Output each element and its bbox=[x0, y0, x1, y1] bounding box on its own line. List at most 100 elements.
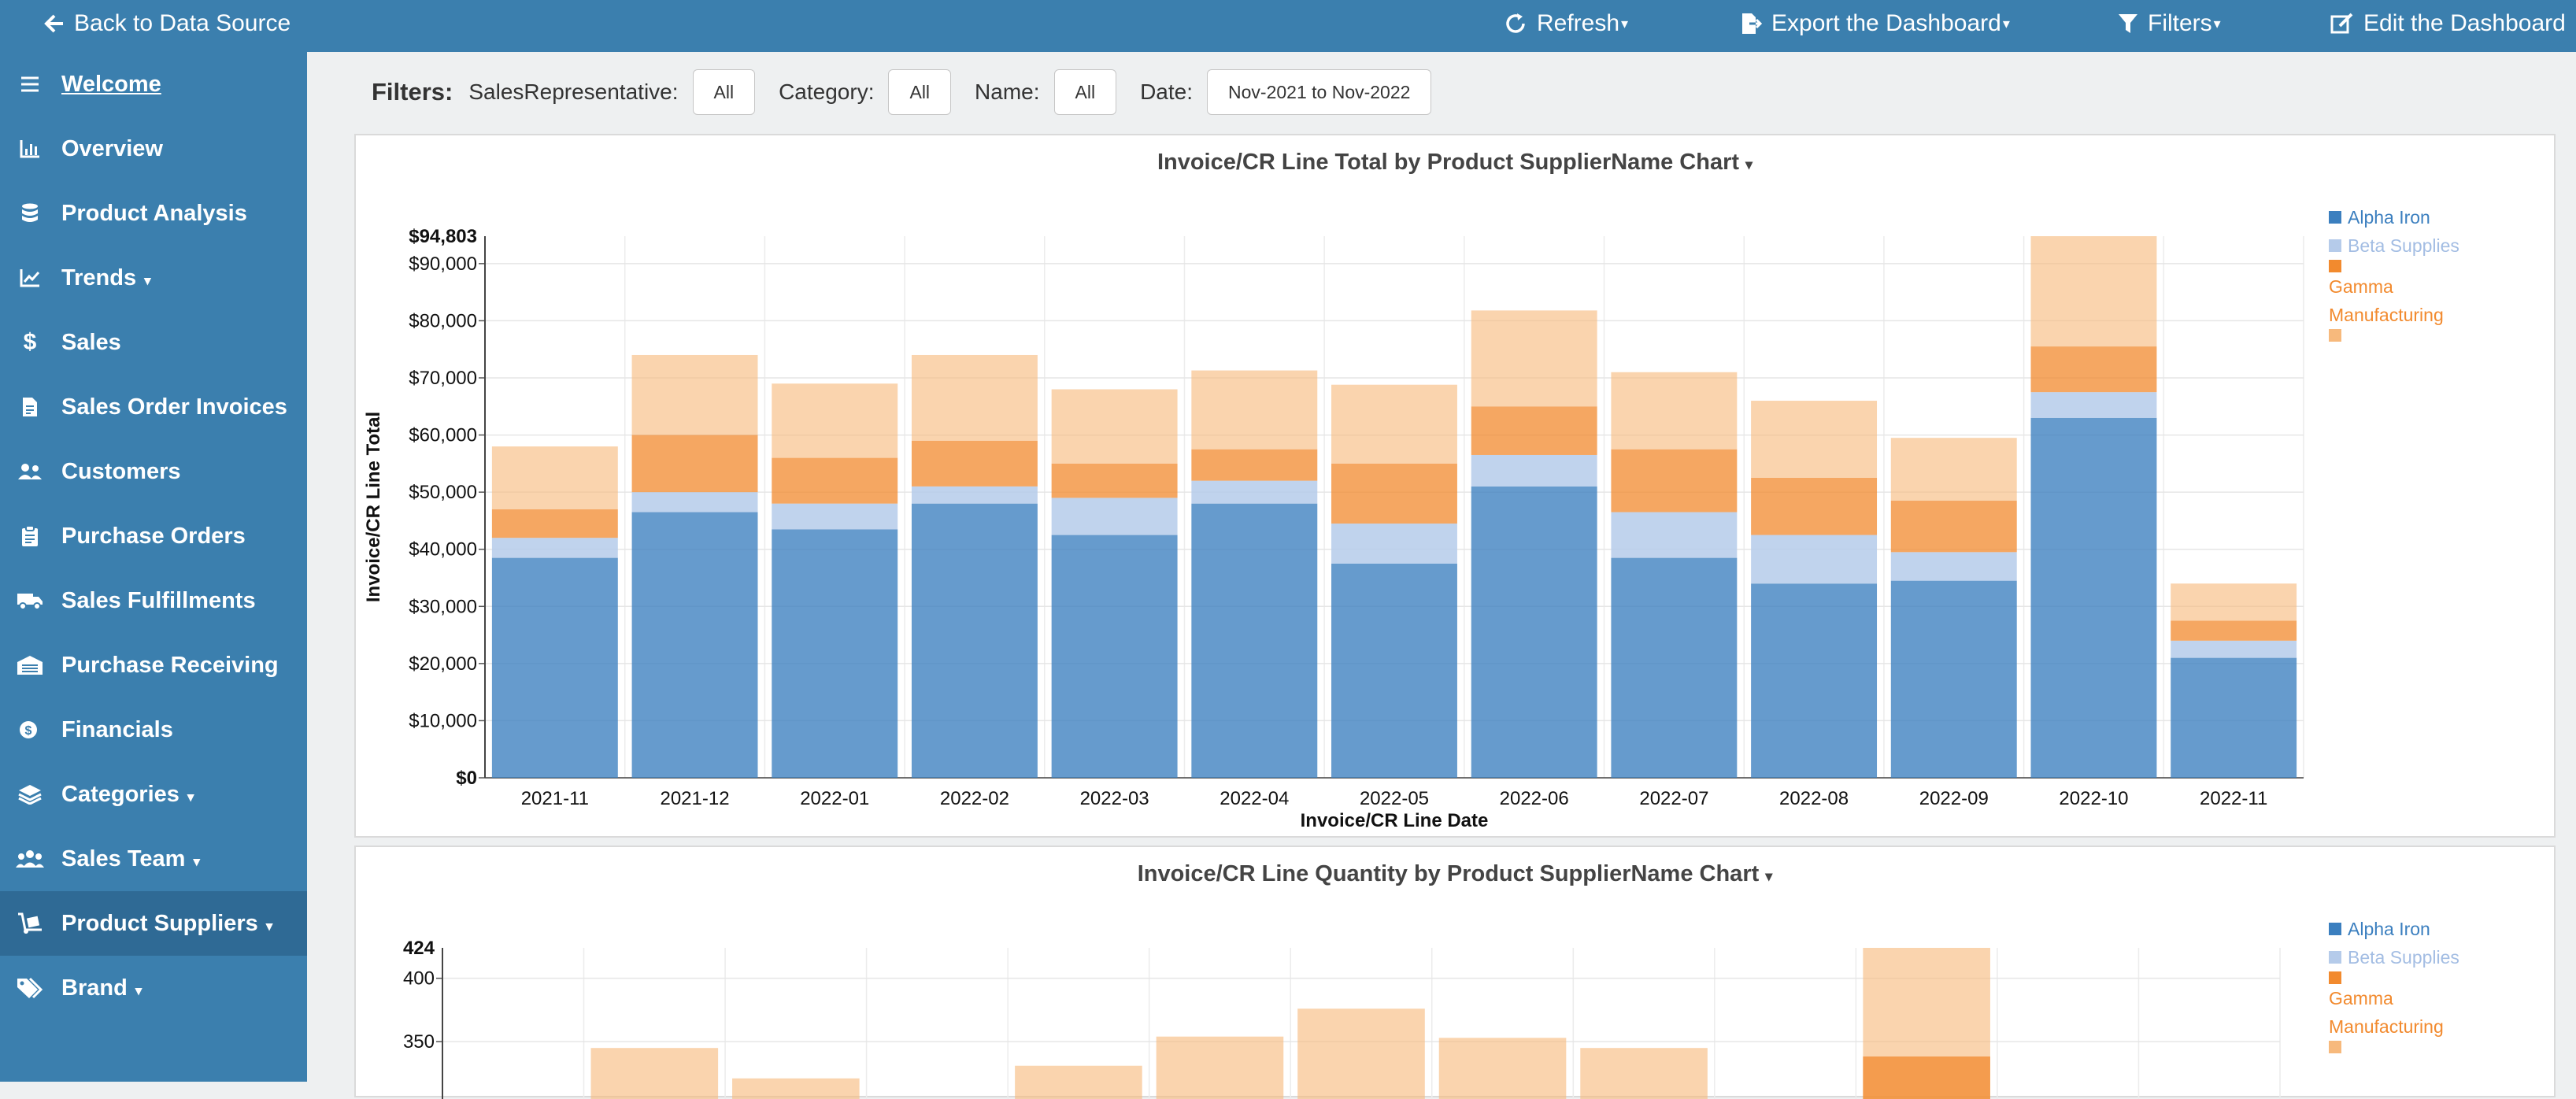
bar-segment bbox=[772, 383, 898, 458]
bar-segment bbox=[1015, 1065, 1142, 1099]
sidebar-item-overview[interactable]: Overview bbox=[0, 117, 307, 181]
users-gear-icon bbox=[14, 849, 46, 868]
sidebar-item-brand[interactable]: Brand ▾ bbox=[0, 956, 307, 1020]
legend-label: Alpha Iron bbox=[2348, 919, 2430, 939]
legend-item-unlabeled[interactable] bbox=[2329, 329, 2518, 342]
y-tick-label: 400 bbox=[403, 968, 435, 990]
bar-segment bbox=[1751, 583, 1878, 778]
money-icon: $ bbox=[14, 720, 46, 740]
filters-menu-button[interactable]: Filters ▾ bbox=[2118, 0, 2221, 47]
bar-segment bbox=[1751, 401, 1878, 478]
sidebar-item-customers[interactable]: Customers bbox=[0, 439, 307, 504]
bar-chart-icon bbox=[14, 139, 46, 158]
sidebar-item-product-suppliers[interactable]: Product Suppliers ▾ bbox=[0, 891, 307, 956]
date-filter-label: Date: bbox=[1140, 80, 1194, 104]
category-filter-label: Category: bbox=[779, 80, 875, 104]
legend-item-unlabeled[interactable] bbox=[2329, 1041, 2518, 1053]
name-filter-label: Name: bbox=[975, 80, 1040, 104]
bar-segment bbox=[1611, 449, 1738, 512]
sidebar-item-label: Sales Order Invoices bbox=[61, 394, 287, 420]
export-dashboard-button[interactable]: Export the Dashboard ▾ bbox=[1740, 0, 2010, 47]
bar-segment bbox=[911, 503, 1038, 778]
sidebar-item-sales-fulfillments[interactable]: Sales Fulfillments bbox=[0, 568, 307, 633]
bar-segment bbox=[491, 509, 618, 538]
legend-swatch bbox=[2329, 1041, 2341, 1053]
legend-item-gamma-manufacturing[interactable]: Gamma Manufacturing bbox=[2329, 260, 2486, 329]
legend-swatch bbox=[2329, 951, 2341, 964]
sidebar-item-trends[interactable]: Trends ▾ bbox=[0, 246, 307, 310]
y-tick-label: $20,000 bbox=[409, 653, 477, 675]
legend-swatch bbox=[2329, 211, 2341, 224]
caret-down-icon: ▾ bbox=[2002, 15, 2010, 31]
bar-segment bbox=[1438, 1038, 1567, 1099]
y-tick-label: $60,000 bbox=[409, 425, 477, 446]
chart-legend: Alpha Iron Beta Supplies Gamma Manufactu… bbox=[2329, 203, 2518, 342]
caret-down-icon: ▾ bbox=[265, 918, 273, 934]
back-to-data-source-link[interactable]: Back to Data Source bbox=[44, 0, 291, 47]
x-tick-label: 2022-02 bbox=[940, 788, 1009, 809]
chart-title-dropdown[interactable]: Invoice/CR Line Total by Product Supplie… bbox=[356, 150, 2554, 176]
legend-label: Beta Supplies bbox=[2348, 947, 2459, 968]
export-label: Export the Dashboard bbox=[1771, 10, 2001, 36]
sidebar-item-label: Product Analysis bbox=[61, 200, 247, 226]
bar-segment bbox=[631, 512, 758, 778]
bar-segment bbox=[1191, 503, 1318, 778]
bar-segment bbox=[772, 529, 898, 778]
bar-segment bbox=[1471, 454, 1597, 487]
legend-swatch bbox=[2329, 260, 2341, 272]
y-tick-label: $70,000 bbox=[409, 368, 477, 389]
caret-down-icon: ▾ bbox=[1765, 868, 1773, 884]
x-tick-label: 2022-07 bbox=[1639, 788, 1708, 809]
bar-segment bbox=[1051, 463, 1178, 498]
line-quantity-chart-panel: Invoice/CR Line Quantity by Product Supp… bbox=[354, 846, 2556, 1099]
sidebar-item-sales-team[interactable]: Sales Team ▾ bbox=[0, 827, 307, 891]
bar-segment bbox=[2171, 640, 2297, 658]
bar-segment bbox=[1331, 384, 1457, 464]
x-tick-label: 2022-01 bbox=[800, 788, 869, 809]
truck-icon bbox=[14, 591, 46, 610]
sidebar-item-product-analysis[interactable]: Product Analysis bbox=[0, 181, 307, 246]
caret-down-icon: ▾ bbox=[144, 272, 151, 288]
bar-segment bbox=[2030, 417, 2157, 778]
legend-swatch bbox=[2329, 239, 2341, 252]
menu-icon bbox=[14, 76, 46, 93]
line-total-chart-panel: Invoice/CR Line Total by Product Supplie… bbox=[354, 134, 2556, 838]
sidebar-item-sales-order-invoices[interactable]: Sales Order Invoices bbox=[0, 375, 307, 439]
date-filter-button[interactable]: Nov-2021 to Nov-2022 bbox=[1207, 69, 1432, 115]
chart-title: Invoice/CR Line Quantity by Product Supp… bbox=[1137, 861, 1760, 886]
refresh-button[interactable]: Refresh ▾ bbox=[1504, 0, 1628, 47]
sidebar-item-welcome[interactable]: Welcome bbox=[0, 52, 307, 117]
bar-segment bbox=[1471, 486, 1597, 778]
legend-item-alpha-iron[interactable]: Alpha Iron bbox=[2329, 915, 2518, 943]
caret-down-icon: ▾ bbox=[193, 853, 200, 869]
category-filter-button[interactable]: All bbox=[888, 69, 952, 115]
sidebar-item-purchase-orders[interactable]: Purchase Orders bbox=[0, 504, 307, 568]
bar-segment bbox=[1156, 1036, 1284, 1099]
y-tick-label: $30,000 bbox=[409, 596, 477, 617]
bar-segment bbox=[2171, 657, 2297, 778]
sidebar-item-purchase-receiving[interactable]: Purchase Receiving bbox=[0, 633, 307, 698]
sidebar-item-financials[interactable]: $ Financials bbox=[0, 698, 307, 762]
legend-item-beta-supplies[interactable]: Beta Supplies bbox=[2329, 231, 2518, 260]
sales-rep-filter-button[interactable]: All bbox=[692, 69, 756, 115]
edit-dashboard-button[interactable]: Edit the Dashboard bbox=[2330, 0, 2566, 47]
sidebar-item-sales[interactable]: $ Sales bbox=[0, 310, 307, 375]
bar-segment bbox=[1890, 501, 2017, 553]
legend-label: Beta Supplies bbox=[2348, 235, 2459, 256]
legend-item-beta-supplies[interactable]: Beta Supplies bbox=[2329, 943, 2518, 971]
filter-icon bbox=[2119, 14, 2137, 33]
bar-segment bbox=[1611, 557, 1738, 778]
name-filter-button[interactable]: All bbox=[1053, 69, 1117, 115]
bar-segment bbox=[1890, 552, 2017, 581]
y-tick-label: $90,000 bbox=[409, 253, 477, 275]
legend-item-gamma-manufacturing[interactable]: Gamma Manufacturing bbox=[2329, 971, 2486, 1041]
x-tick-label: 2022-06 bbox=[1500, 788, 1569, 809]
dollar-icon: $ bbox=[23, 329, 37, 355]
chart-title-dropdown[interactable]: Invoice/CR Line Quantity by Product Supp… bbox=[356, 861, 2554, 887]
chart-legend: Alpha Iron Beta Supplies Gamma Manufactu… bbox=[2329, 915, 2518, 1053]
legend-label: Alpha Iron bbox=[2348, 207, 2430, 228]
legend-item-alpha-iron[interactable]: Alpha Iron bbox=[2329, 203, 2518, 231]
database-icon bbox=[14, 203, 46, 224]
sidebar-item-label: Brand bbox=[61, 975, 128, 1001]
sidebar-item-categories[interactable]: Categories ▾ bbox=[0, 762, 307, 827]
